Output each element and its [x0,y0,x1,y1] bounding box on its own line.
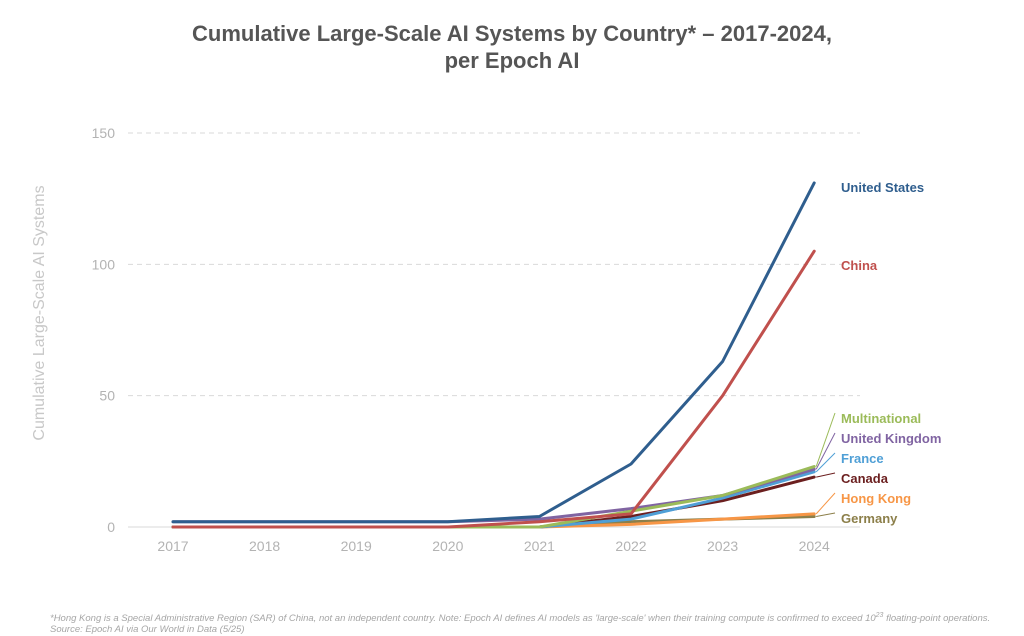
label-leader-line [815,412,836,467]
label-leader-line [816,472,836,478]
footnote-text: *Hong Kong is a Special Administrative R… [50,613,876,625]
y-tick-label: 50 [99,388,115,404]
x-tick-label: 2024 [799,538,830,554]
label-leader-line [815,452,836,473]
series-label: Multinational [841,411,921,426]
chart-title-line1: Cumulative Large-Scale AI Systems by Cou… [192,21,832,46]
x-tick-label: 2020 [432,538,463,554]
x-tick-label: 2018 [249,538,280,554]
series-label: China [841,258,878,273]
x-tick-label: 2022 [615,538,646,554]
chart-title-line2: per Epoch AI [444,48,580,73]
footnote-exponent: 23 [875,612,884,619]
series-line [171,181,816,524]
footnote: *Hong Kong is a Special Administrative R… [50,610,1010,635]
label-leader-line [816,512,836,517]
series-label: Germany [841,511,898,526]
x-tick-label: 2017 [157,538,188,554]
label-leader-line [815,432,836,470]
series-label: Hong Kong [841,491,911,506]
series-label: United States [841,180,924,195]
x-tick-label: 2019 [341,538,372,554]
footnote-source: floating-point operations. Source: Epoch… [50,613,991,636]
chart-title: Cumulative Large-Scale AI Systems by Cou… [0,20,1024,74]
series-label: France [841,451,884,466]
y-tick-label: 150 [92,125,116,141]
x-tick-label: 2023 [707,538,738,554]
y-tick-label: 100 [92,256,116,272]
label-leader-line [815,492,836,515]
x-tick-label: 2021 [524,538,555,554]
y-axis-label: Cumulative Large-Scale AI Systems [31,185,48,440]
series-line [171,249,816,529]
series-label: Canada [841,471,889,486]
y-tick-label: 0 [107,519,115,535]
series-label: United Kingdom [841,431,941,446]
